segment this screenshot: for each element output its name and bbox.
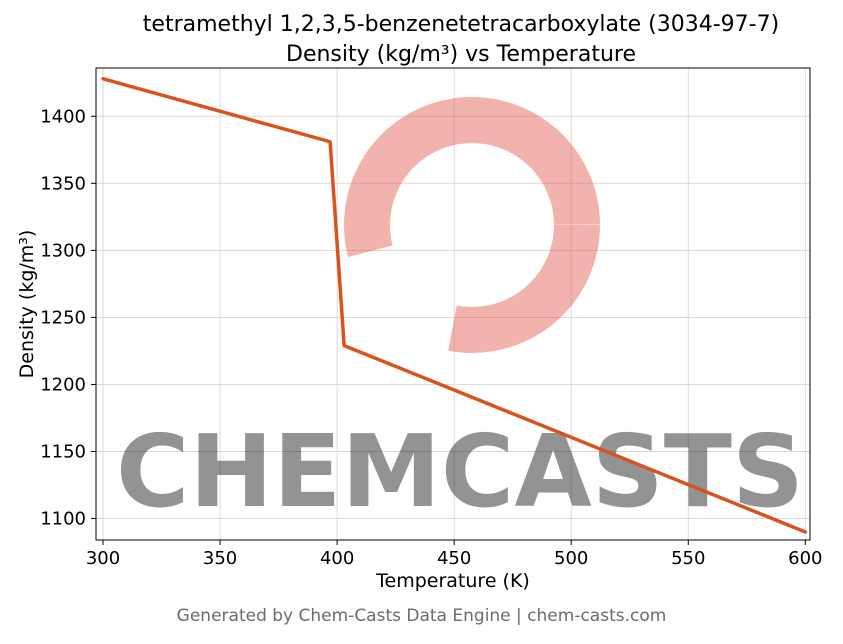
watermark-text: CHEMCASTS (116, 413, 804, 530)
x-tick-label: 300 (86, 548, 120, 569)
x-tick-label: 500 (554, 548, 588, 569)
x-tick-label: 400 (320, 548, 354, 569)
watermark-logo-icon (344, 97, 600, 353)
y-tick-label: 1250 (40, 307, 86, 328)
x-tick-label: 550 (671, 548, 705, 569)
y-tick-label: 1150 (40, 442, 86, 463)
chart-title: tetramethyl 1,2,3,5-benzenetetracarboxyl… (79, 10, 843, 70)
y-tick-label: 1350 (40, 173, 86, 194)
x-tick-label: 350 (203, 548, 237, 569)
y-tick-label: 1400 (40, 106, 86, 127)
chart-title-line2: Density (kg/m³) vs Temperature (286, 42, 636, 67)
footer-text: Generated by Chem-Casts Data Engine | ch… (176, 606, 667, 626)
x-tick-label: 450 (437, 548, 471, 569)
y-tick-label: 1100 (40, 509, 86, 530)
y-tick-label: 1300 (40, 240, 86, 261)
x-tick-label: 600 (788, 548, 822, 569)
y-tick-label: 1200 (40, 374, 86, 395)
y-axis-label: Density (kg/m³) (16, 229, 38, 379)
x-axis-label: Temperature (K) (376, 570, 530, 592)
density-line-series (101, 76, 808, 534)
plot-border (95, 67, 811, 541)
chart-title-line1: tetramethyl 1,2,3,5-benzenetetracarboxyl… (142, 12, 780, 37)
